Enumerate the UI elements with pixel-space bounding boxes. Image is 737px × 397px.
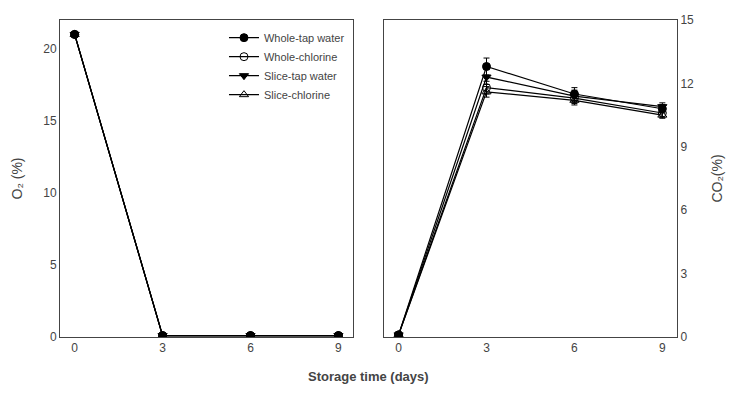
- svg-text:15: 15: [43, 114, 57, 128]
- svg-text:10: 10: [43, 186, 57, 200]
- svg-text:0: 0: [50, 330, 57, 344]
- svg-text:CO₂(%): CO₂(%): [709, 154, 725, 202]
- svg-text:5: 5: [50, 258, 57, 272]
- svg-text:O₂ (%): O₂ (%): [9, 158, 25, 200]
- svg-text:0: 0: [71, 341, 78, 355]
- svg-text:Slice-tap water: Slice-tap water: [264, 70, 337, 82]
- svg-text:9: 9: [335, 341, 342, 355]
- svg-text:15: 15: [680, 13, 694, 27]
- svg-text:Whole-chlorine: Whole-chlorine: [264, 51, 337, 63]
- svg-text:9: 9: [680, 140, 687, 154]
- svg-text:12: 12: [680, 77, 694, 91]
- svg-text:3: 3: [680, 267, 687, 281]
- svg-text:6: 6: [680, 203, 687, 217]
- svg-text:6: 6: [247, 341, 254, 355]
- svg-text:0: 0: [680, 330, 687, 344]
- svg-text:Storage time (days): Storage time (days): [308, 369, 429, 384]
- svg-text:9: 9: [659, 341, 666, 355]
- svg-text:Slice-chlorine: Slice-chlorine: [264, 89, 330, 101]
- svg-text:3: 3: [483, 341, 490, 355]
- svg-text:Whole-tap water: Whole-tap water: [264, 32, 344, 44]
- svg-text:3: 3: [159, 341, 166, 355]
- svg-text:6: 6: [571, 341, 578, 355]
- svg-text:0: 0: [395, 341, 402, 355]
- svg-text:20: 20: [43, 42, 57, 56]
